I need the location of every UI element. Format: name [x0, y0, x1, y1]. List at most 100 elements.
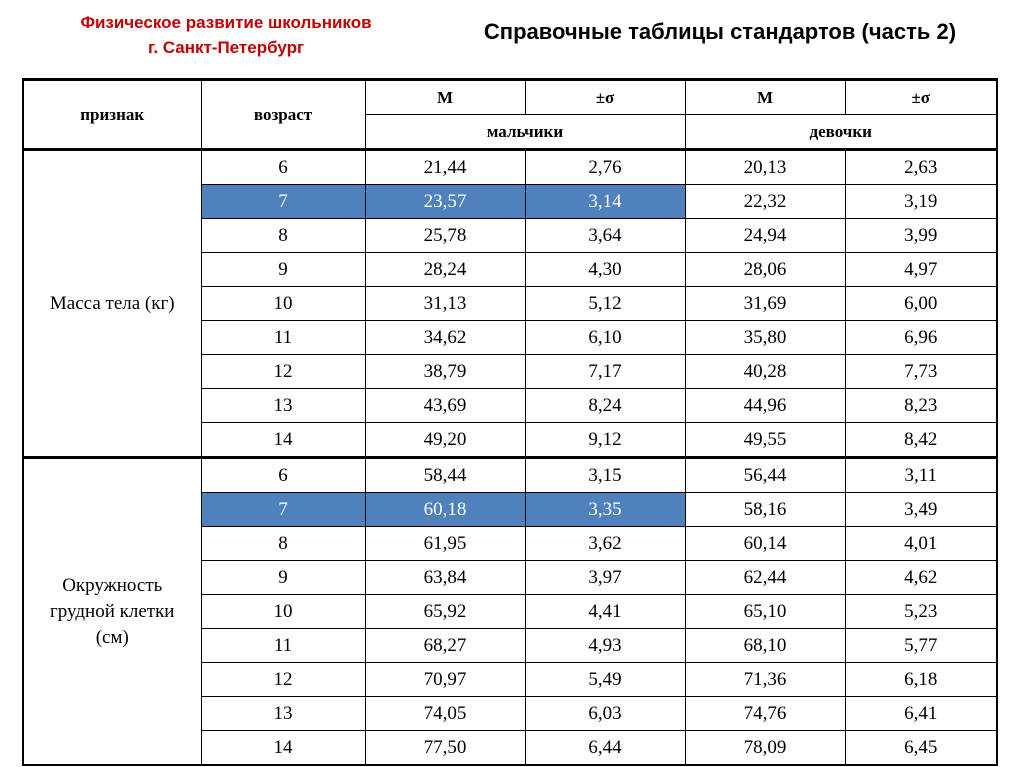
girls-mean-cell: 22,32 — [684, 184, 846, 219]
girls-mean-cell: 20,13 — [684, 148, 846, 185]
girls-sigma-cell: 5,77 — [844, 628, 998, 663]
age-cell: 7 — [200, 184, 366, 219]
age-cell: 11 — [200, 628, 366, 663]
boys-mean-cell: 68,27 — [364, 628, 526, 663]
table-row: 14 77,50 6,44 78,09 6,45 — [23, 730, 998, 766]
age-cell: 12 — [200, 354, 366, 389]
page-title: Справочные таблицы стандартов (часть 2) — [483, 19, 957, 44]
girls-mean-cell: 44,96 — [684, 388, 846, 423]
header-age: возраст — [200, 79, 366, 150]
age-cell: 6 — [200, 148, 366, 185]
girls-sigma-cell: 2,63 — [844, 148, 998, 185]
age-cell: 11 — [200, 320, 366, 355]
subtitle-line-2: г. Санкт-Петербург — [147, 38, 305, 57]
girls-sigma-cell: 6,41 — [844, 696, 998, 731]
girls-sigma-cell: 8,42 — [844, 422, 998, 458]
girls-mean-cell: 40,28 — [684, 354, 846, 389]
age-cell: 7 — [200, 492, 366, 527]
girls-sigma-cell: 3,11 — [844, 456, 998, 493]
boys-mean-cell: 34,62 — [364, 320, 526, 355]
boys-mean-cell: 58,44 — [364, 456, 526, 493]
age-cell: 8 — [200, 218, 366, 253]
girls-mean-cell: 60,14 — [684, 526, 846, 561]
girls-sigma-cell: 8,23 — [844, 388, 998, 423]
boys-sigma-cell: 6,03 — [524, 696, 686, 731]
age-cell: 12 — [200, 662, 366, 697]
girls-sigma-cell: 6,96 — [844, 320, 998, 355]
header-boys-sigma: ±σ — [524, 79, 686, 115]
girls-sigma-cell: 6,00 — [844, 286, 998, 321]
boys-sigma-cell: 4,93 — [524, 628, 686, 663]
boys-mean-cell: 25,78 — [364, 218, 526, 253]
table-row: 9 28,24 4,30 28,06 4,97 — [23, 252, 998, 287]
feature-label-line: грудной клетки — [50, 600, 175, 622]
girls-sigma-cell: 4,01 — [844, 526, 998, 561]
table-row: Окружность грудной клетки (см) 6 58,44 3… — [22, 456, 998, 766]
boys-mean-cell: 77,50 — [364, 730, 526, 766]
age-cell: 10 — [200, 594, 366, 629]
feature-label-line: Окружность — [62, 574, 163, 596]
boys-sigma-cell: 3,64 — [524, 218, 686, 253]
girls-mean-cell: 74,76 — [684, 696, 846, 731]
girls-sigma-cell: 6,18 — [844, 662, 998, 697]
girls-mean-cell: 62,44 — [684, 560, 846, 595]
boys-sigma-cell: 3,62 — [524, 526, 686, 561]
document-subtitle: Физическое развитие школьников г. Санкт-… — [24, 10, 428, 60]
boys-mean-cell: 38,79 — [364, 354, 526, 389]
girls-sigma-cell: 4,62 — [844, 560, 998, 595]
boys-mean-cell: 21,44 — [364, 148, 526, 185]
age-cell: 14 — [200, 422, 366, 458]
girls-mean-cell: 68,10 — [684, 628, 846, 663]
boys-sigma-cell: 3,97 — [524, 560, 686, 595]
boys-sigma-cell: 4,41 — [524, 594, 686, 629]
feature-label-body-mass: Масса тела (кг) — [22, 148, 202, 458]
boys-mean-cell: 65,92 — [364, 594, 526, 629]
boys-sigma-cell: 6,44 — [524, 730, 686, 766]
age-cell: 10 — [200, 286, 366, 321]
table-row: 9 63,84 3,97 62,44 4,62 — [23, 560, 998, 595]
age-cell: 14 — [200, 730, 366, 766]
header-girls: девочки — [684, 114, 998, 150]
boys-sigma-cell: 8,24 — [524, 388, 686, 423]
header-girls-mean: М — [684, 79, 846, 115]
boys-mean-cell: 61,95 — [364, 526, 526, 561]
girls-sigma-cell: 7,73 — [844, 354, 998, 389]
girls-mean-cell: 78,09 — [684, 730, 846, 766]
girls-mean-cell: 24,94 — [684, 218, 846, 253]
girls-mean-cell: 49,55 — [684, 422, 846, 458]
boys-sigma-cell: 3,14 — [524, 184, 686, 219]
age-cell: 9 — [200, 560, 366, 595]
girls-mean-cell: 71,36 — [684, 662, 846, 697]
standards-table: признак возраст М ±σ М ±σ мальчики девоч… — [22, 78, 998, 766]
girls-sigma-cell: 3,19 — [844, 184, 998, 219]
table-row: 14 49,20 9,12 49,55 8,42 — [23, 422, 998, 458]
boys-mean-cell: 63,84 — [364, 560, 526, 595]
header-feature: признак — [22, 79, 202, 150]
table-row: 8 61,95 3,62 60,14 4,01 — [23, 526, 998, 561]
girls-sigma-cell: 6,45 — [844, 730, 998, 766]
boys-sigma-cell: 3,15 — [524, 456, 686, 493]
header-boys: мальчики — [364, 114, 686, 150]
boys-mean-cell: 31,13 — [364, 286, 526, 321]
girls-mean-cell: 35,80 — [684, 320, 846, 355]
girls-mean-cell: 28,06 — [684, 252, 846, 287]
boys-mean-cell: 28,24 — [364, 252, 526, 287]
boys-sigma-cell: 7,17 — [524, 354, 686, 389]
boys-sigma-cell: 2,76 — [524, 148, 686, 185]
age-cell: 13 — [200, 696, 366, 731]
boys-mean-cell: 43,69 — [364, 388, 526, 423]
header-girls-sigma: ±σ — [844, 79, 998, 115]
feature-label-chest-circumference: Окружность грудной клетки (см) — [22, 456, 202, 766]
table-row: 13 43,69 8,24 44,96 8,23 — [23, 388, 998, 423]
girls-sigma-cell: 4,97 — [844, 252, 998, 287]
girls-sigma-cell: 3,49 — [844, 492, 998, 527]
girls-mean-cell: 56,44 — [684, 456, 846, 493]
boys-sigma-cell: 4,30 — [524, 252, 686, 287]
boys-sigma-cell: 5,12 — [524, 286, 686, 321]
girls-sigma-cell: 3,99 — [844, 218, 998, 253]
girls-mean-cell: 58,16 — [684, 492, 846, 527]
feature-label-line: (см) — [95, 626, 129, 648]
girls-sigma-cell: 5,23 — [844, 594, 998, 629]
table-row: 12 38,79 7,17 40,28 7,73 — [23, 354, 998, 389]
subtitle-line-1: Физическое развитие школьников — [80, 13, 372, 32]
